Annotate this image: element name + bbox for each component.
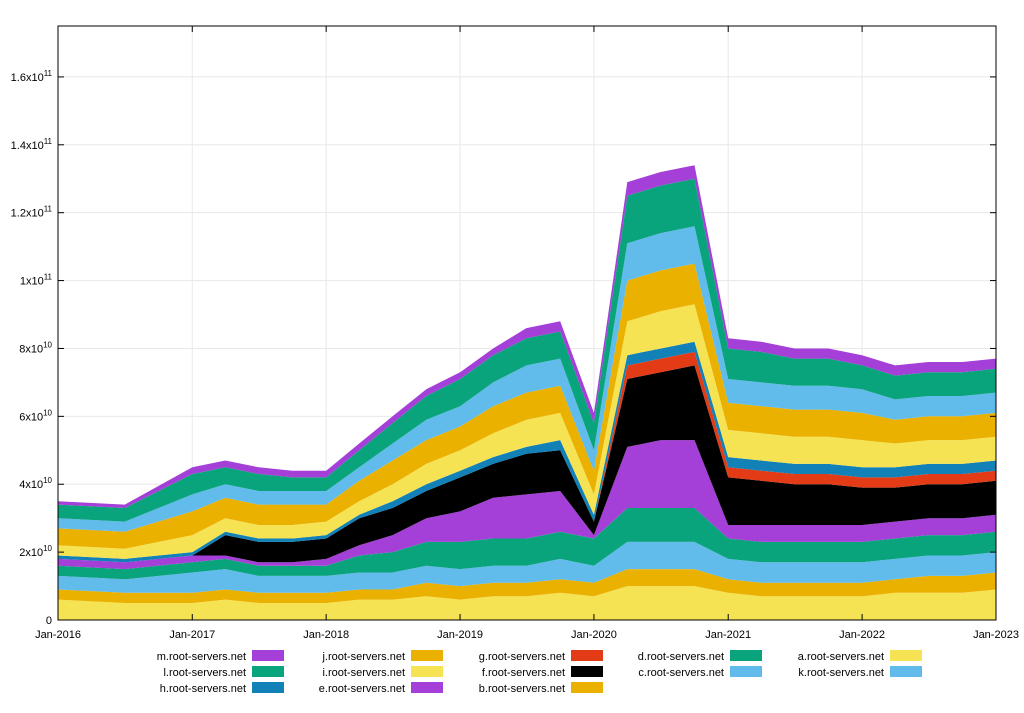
legend-label-3: d.root-servers.net xyxy=(638,651,724,663)
legend-label-6: i.root-servers.net xyxy=(322,667,405,679)
legend-swatch-6 xyxy=(411,666,443,677)
x-tick-label-5: Jan-2021 xyxy=(705,629,751,641)
legend-label-8: c.root-servers.net xyxy=(638,667,724,679)
legend-swatch-0 xyxy=(252,650,284,661)
series-area-e.root-servers.net xyxy=(58,440,996,570)
legend-swatch-5 xyxy=(252,666,284,677)
y-tick-label-8: 1.6x1011 xyxy=(11,69,53,84)
legend-item-6: i.root-servers.net xyxy=(322,666,443,679)
plot-frame xyxy=(57,25,997,621)
legend-swatch-4 xyxy=(890,650,922,661)
x-axis: Jan-2016 Jan-2017 Jan-2018 Jan-2019 Jan-2020… xyxy=(35,26,1019,641)
legend-item-10: h.root-servers.net xyxy=(160,682,284,695)
x-tick-label-6: Jan-2022 xyxy=(839,629,885,641)
legend-label-5: l.root-servers.net xyxy=(163,667,246,679)
x-tick-label-7: Jan-2023 xyxy=(973,629,1019,641)
legend-label-11: e.root-servers.net xyxy=(319,683,405,695)
y-tick-label-1: 2x1010 xyxy=(19,544,52,559)
legend-label-12: b.root-servers.net xyxy=(479,683,565,695)
y-tick-label-2: 4x1010 xyxy=(19,476,52,491)
legend-item-11: e.root-servers.net xyxy=(319,682,443,695)
series-area-j.root-servers.net xyxy=(58,263,996,549)
legend-swatch-9 xyxy=(890,666,922,677)
series-area-i.root-servers.net xyxy=(58,304,996,559)
legend-item-4: a.root-servers.net xyxy=(798,650,922,663)
legend-item-12: b.root-servers.net xyxy=(479,682,603,695)
legend-swatch-10 xyxy=(252,682,284,693)
legend-item-5: l.root-servers.net xyxy=(163,666,284,679)
legend-item-9: k.root-servers.net xyxy=(798,666,922,679)
x-tick-label-0: Jan-2016 xyxy=(35,629,81,641)
legend-swatch-8 xyxy=(730,666,762,677)
legend-swatch-12 xyxy=(571,682,603,693)
series-areas xyxy=(58,165,996,620)
legend-item-1: j.root-servers.net xyxy=(321,650,443,663)
x-tick-label-2: Jan-2018 xyxy=(303,629,349,641)
legend-item-0: m.root-servers.net xyxy=(157,650,284,663)
legend-swatch-3 xyxy=(730,650,762,661)
series-area-l.root-servers.net xyxy=(58,178,996,522)
legend: m.root-servers.net j.root-servers.net g.ro… xyxy=(157,650,922,695)
legend-label-4: a.root-servers.net xyxy=(798,651,884,663)
legend-label-7: f.root-servers.net xyxy=(482,667,565,679)
legend-item-3: d.root-servers.net xyxy=(638,650,762,663)
legend-item-7: f.root-servers.net xyxy=(482,666,603,679)
x-tick-label-4: Jan-2020 xyxy=(571,629,617,641)
series-area-h.root-servers.net xyxy=(58,341,996,563)
legend-label-10: h.root-servers.net xyxy=(160,683,246,695)
series-area-f.root-servers.net xyxy=(58,365,996,563)
series-area-d.root-servers.net xyxy=(58,508,996,580)
legend-label-1: j.root-servers.net xyxy=(321,651,405,663)
y-tick-label-3: 6x1010 xyxy=(19,408,52,423)
legend-item-2: g.root-servers.net xyxy=(479,650,603,663)
x-tick-label-3: Jan-2019 xyxy=(437,629,483,641)
y-tick-label-6: 1.2x1011 xyxy=(11,205,53,220)
legend-swatch-2 xyxy=(571,650,603,661)
legend-swatch-11 xyxy=(411,682,443,693)
x-tick-label-1: Jan-2017 xyxy=(169,629,215,641)
legend-swatch-1 xyxy=(411,650,443,661)
series-area-k.root-servers.net xyxy=(58,226,996,532)
legend-label-9: k.root-servers.net xyxy=(798,667,884,679)
series-area-b.root-servers.net xyxy=(58,569,996,603)
legend-label-2: g.root-servers.net xyxy=(479,651,565,663)
y-tick-label-4: 8x1010 xyxy=(19,340,52,355)
y-axis: 0 2x1010 4x1010 6x1010 8x1010 1x1011 1.2x1011 1… xyxy=(11,69,996,627)
y-tick-label-0: 0 xyxy=(46,615,52,627)
series-area-a.root-servers.net xyxy=(58,586,996,620)
legend-swatch-7 xyxy=(571,666,603,677)
legend-label-0: m.root-servers.net xyxy=(157,651,246,663)
legend-item-8: c.root-servers.net xyxy=(638,666,762,679)
series-area-c.root-servers.net xyxy=(58,541,996,593)
series-area-m.root-servers.net xyxy=(58,165,996,508)
y-tick-label-7: 1.4x1011 xyxy=(11,137,53,152)
y-tick-label-5: 1x1011 xyxy=(20,273,53,288)
